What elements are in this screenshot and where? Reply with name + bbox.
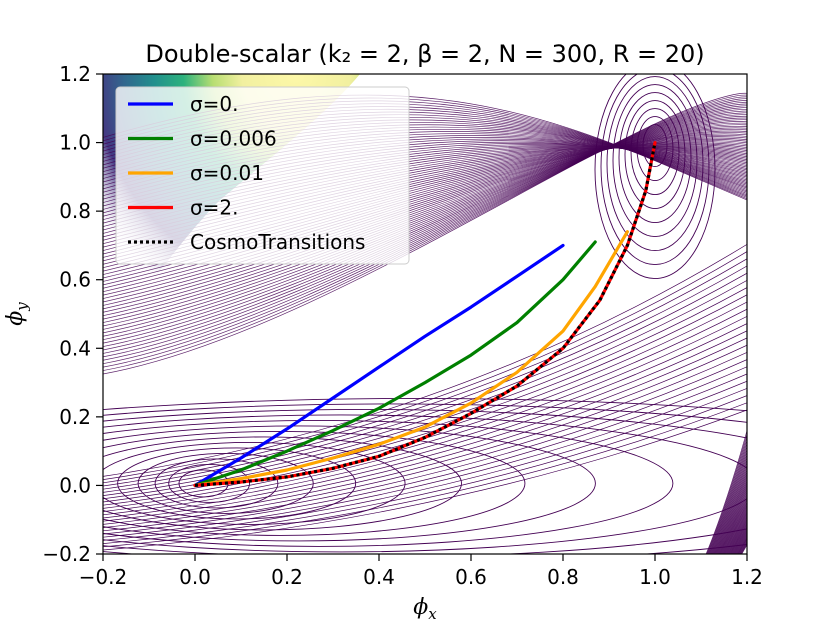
x-tick-label: 1.2: [731, 565, 763, 589]
contour-line: [103, 98, 747, 554]
contour-line: [103, 103, 747, 554]
contour-line: [103, 110, 747, 554]
contour-line: [103, 409, 747, 551]
legend-label: σ=0.: [190, 92, 239, 116]
y-axis-label: ϕy: [3, 302, 31, 326]
x-axis: −0.2 0.0 0.2 0.4 0.6 0.8 1.0 1.2: [79, 554, 763, 589]
y-tick-label: −0.2: [42, 542, 91, 566]
contour-line: [103, 95, 747, 554]
series-line-1: [193, 240, 597, 487]
x-tick-label: 0.4: [363, 565, 395, 589]
contour-line: [103, 388, 747, 541]
contour-line: [612, 84, 698, 238]
contour-line: [606, 76, 704, 252]
x-tick-label: 0.8: [547, 565, 579, 589]
contour-line: [103, 280, 747, 493]
contour-line: [103, 425, 596, 542]
contour-line: [103, 395, 747, 544]
legend-label: CosmoTransitions: [190, 230, 365, 254]
y-tick-label: 1.0: [59, 131, 91, 155]
chart-title: Double-scalar (k₂ = 2, β = 2, N = 300, R…: [145, 40, 704, 68]
contour-line: [103, 398, 747, 412]
contour-line: [103, 265, 747, 487]
contour-line: [103, 441, 406, 525]
contour-line: [103, 409, 747, 554]
contour-line: [103, 244, 747, 477]
contour-line: [103, 308, 747, 506]
y-tick-label: 0.0: [59, 473, 91, 497]
y-axis: −0.2 0.0 0.2 0.4 0.6 0.8 1.0 1.2: [42, 62, 103, 566]
contour-line: [630, 108, 680, 196]
contour-line: [103, 359, 747, 528]
contour-line: [103, 258, 747, 484]
contour-line: [103, 316, 747, 509]
contour-line: [103, 380, 747, 538]
contour-line: [103, 436, 462, 531]
contour-line: [103, 102, 747, 554]
contour-line: [103, 251, 747, 480]
legend-label: σ=0.01: [190, 161, 264, 185]
contour-line: [117, 447, 357, 520]
x-tick-label: 0.0: [179, 565, 211, 589]
contour-line: [103, 100, 747, 554]
contour-line: [103, 107, 747, 554]
x-tick-label: 1.0: [639, 565, 671, 589]
contour-line: [103, 373, 747, 535]
x-axis-label: ϕx: [413, 595, 437, 623]
series-line-0: [193, 243, 565, 487]
contour-line: [103, 112, 747, 554]
y-tick-label: 0.2: [59, 405, 91, 429]
y-tick-label: 0.8: [59, 199, 91, 223]
contour-line: [103, 105, 747, 554]
contour-line: [103, 272, 747, 490]
contour-line: [103, 330, 747, 516]
series-line-2: [193, 230, 630, 487]
x-tick-label: 0.2: [271, 565, 303, 589]
contour-line: [103, 337, 747, 519]
contour-line: [103, 366, 747, 532]
contour-line: [103, 352, 747, 525]
legend: σ=0. σ=0.006 σ=0.01 σ=2. CosmoTransitions: [115, 86, 410, 265]
plot-frame: [102, 73, 748, 555]
legend-box: [115, 86, 410, 265]
y-tick-label: 0.6: [59, 268, 91, 292]
y-tick-label: 0.4: [59, 336, 91, 360]
contour-line: [103, 96, 747, 554]
x-tick-label: −0.2: [79, 565, 128, 589]
y-tick-label: 1.2: [59, 62, 91, 86]
legend-label: σ=0.006: [190, 127, 277, 151]
x-tick-label: 0.6: [455, 565, 487, 589]
series-layer: [193, 141, 657, 487]
contour-line: [103, 344, 747, 522]
contour-line: [103, 414, 747, 553]
contour-line: [103, 402, 747, 548]
contour-line: [103, 93, 747, 554]
legend-label: σ=2.: [190, 196, 239, 220]
contour-line: [103, 419, 674, 547]
contour-line: [103, 323, 747, 512]
contour-line: [103, 109, 747, 554]
series-line-4: [194, 142, 657, 487]
